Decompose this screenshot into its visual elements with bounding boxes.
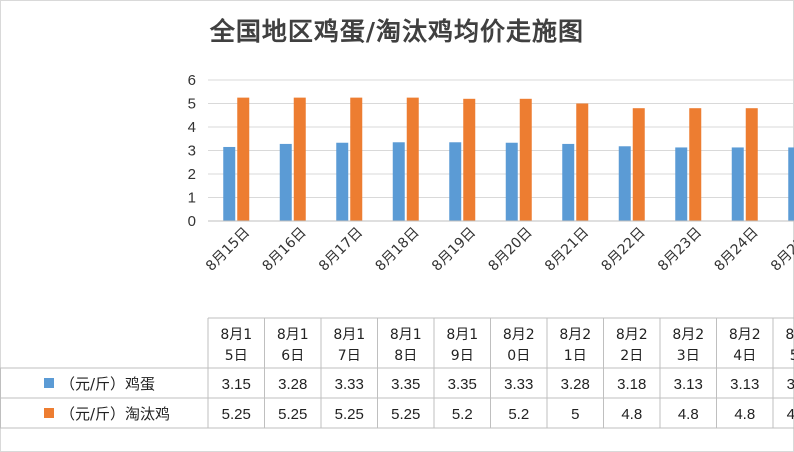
bar-egg: [731, 147, 744, 221]
bar-egg: [279, 143, 292, 221]
x-tick-label: 8月16日: [260, 225, 310, 275]
table-cell: 5.25: [335, 406, 364, 423]
x-tick-label: 8月20日: [486, 225, 536, 275]
y-tick-label: 1: [188, 190, 196, 207]
table-header-line1: 8月2: [672, 327, 704, 343]
bar-culled-hen: [350, 97, 363, 221]
table-header-line2: 0日: [507, 348, 530, 364]
y-tick-label: 4: [188, 119, 196, 136]
table-header-line2: 3日: [677, 348, 700, 364]
bar-culled-hen: [293, 97, 306, 221]
y-tick-label: 2: [188, 166, 196, 183]
legend-label: （元/斤）鸡蛋: [60, 375, 155, 393]
table-header-line1: 8月1: [390, 327, 422, 343]
table-header-line2: 5日: [225, 348, 248, 364]
data-table: 8月1 5日 8月1 6日 8月1 7日 8月1 8日 8月1 9日 8月2 0日 8月2 1日 8月2 2日…: [0, 317, 794, 429]
bar-egg: [562, 143, 575, 221]
y-tick-label: 0: [188, 213, 196, 230]
bar-egg: [618, 146, 631, 221]
table-header-line2: 9日: [451, 348, 474, 364]
table-header-line1: 8月1: [220, 327, 252, 343]
bar-culled-hen: [632, 108, 645, 221]
x-tick-label: 8月23日: [655, 225, 705, 275]
legend-label: （元/斤）淘汰鸡: [60, 405, 170, 423]
bar-culled-hen: [237, 97, 250, 221]
bars: [223, 97, 794, 221]
table-cell: 3.35: [448, 376, 477, 393]
table-cell: 3.33: [335, 376, 364, 393]
table-header-line1: 8月2: [729, 327, 761, 343]
table-cell: 4.85: [787, 406, 794, 423]
legend-swatch: [44, 378, 54, 388]
legend-swatch: [44, 408, 54, 418]
bar-culled-hen: [519, 98, 532, 221]
x-tick-label: 8月19日: [429, 225, 479, 275]
x-tick-label: 8月25日: [768, 225, 794, 275]
table-header-line2: 6日: [281, 348, 304, 364]
bar-culled-hen: [689, 108, 702, 221]
table-header-line2: 7日: [338, 348, 361, 364]
bar-egg: [223, 146, 236, 221]
chart-title: 全国地区鸡蛋/淘汰鸡均价走施图: [209, 17, 585, 46]
bar-egg: [675, 147, 688, 221]
table-cell: 5: [571, 406, 579, 423]
table-cell: 3.13: [787, 376, 794, 393]
table-cell: 4.8: [734, 406, 755, 423]
table-header-line1: 8月2: [503, 327, 535, 343]
table-cell: 5.25: [222, 406, 251, 423]
x-tick-label: 8月24日: [712, 225, 762, 275]
table-header-line1: 8月2: [559, 327, 591, 343]
bar-culled-hen: [406, 97, 419, 221]
x-tick-label: 8月18日: [373, 225, 423, 275]
bar-culled-hen: [463, 98, 476, 221]
y-tick-label: 5: [188, 96, 196, 113]
y-tick-label: 3: [188, 143, 196, 160]
bar-egg: [449, 142, 462, 221]
table-cell: 3.15: [222, 376, 251, 393]
y-tick-label: 6: [188, 72, 196, 89]
table-header-line2: 8日: [394, 348, 417, 364]
table-cell: 4.8: [678, 406, 699, 423]
bar-egg: [788, 147, 794, 221]
table-header-line2: 1日: [564, 348, 587, 364]
table-cell: 3.13: [730, 376, 759, 393]
table-cell: 3.18: [617, 376, 646, 393]
table-cell: 5.2: [508, 406, 529, 423]
table-header-line2: 4日: [733, 348, 756, 364]
table-header-line1: 8月2: [785, 327, 794, 343]
table-cell: 3.33: [504, 376, 533, 393]
table-cell: 3.28: [278, 376, 307, 393]
table-header-line2: 5日: [790, 348, 794, 364]
table-header-line1: 8月2: [616, 327, 648, 343]
x-tick-label: 8月22日: [599, 225, 649, 275]
table-cell: 3.35: [391, 376, 420, 393]
table-cell: 4.8: [621, 406, 642, 423]
table-header-line2: 2日: [620, 348, 643, 364]
bar-egg: [336, 142, 349, 221]
table-cell: 5.25: [391, 406, 420, 423]
table-header-line1: 8月1: [277, 327, 309, 343]
bar-culled-hen: [745, 108, 758, 221]
table-cell: 3.13: [674, 376, 703, 393]
x-tick-label: 8月17日: [316, 225, 366, 275]
bar-egg: [392, 142, 405, 221]
x-tick-label: 8月15日: [203, 225, 253, 275]
table-header-line1: 8月1: [446, 327, 478, 343]
table-header-line1: 8月1: [333, 327, 365, 343]
table-cell: 5.2: [452, 406, 473, 423]
bar-egg: [505, 142, 518, 221]
bar-culled-hen: [576, 103, 589, 221]
table-cell: 5.25: [278, 406, 307, 423]
x-tick-label: 8月21日: [542, 225, 592, 275]
table-cell: 3.28: [561, 376, 590, 393]
